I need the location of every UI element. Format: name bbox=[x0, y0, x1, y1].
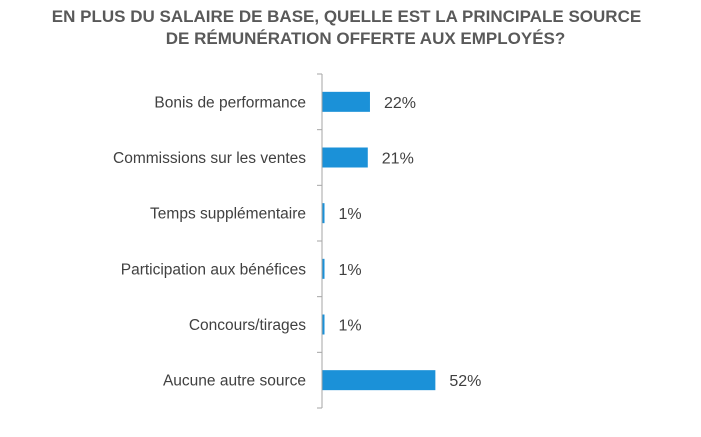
category-label: Aucune autre source bbox=[163, 373, 306, 390]
category-label: Participation aux bénéfices bbox=[121, 261, 307, 278]
bar bbox=[322, 370, 436, 391]
value-label: 1% bbox=[339, 318, 362, 335]
chart-title-line-2: DE RÉMUNÉRATION OFFERTE AUX EMPLOYÉS? bbox=[165, 29, 566, 48]
value-label: 22% bbox=[384, 95, 416, 112]
bar bbox=[322, 314, 325, 335]
bar bbox=[322, 258, 325, 279]
bar bbox=[322, 147, 368, 168]
value-label: 52% bbox=[449, 373, 481, 390]
value-label: 21% bbox=[382, 151, 414, 168]
category-label: Commissions sur les ventes bbox=[113, 150, 306, 167]
value-label: 1% bbox=[339, 262, 362, 279]
category-label: Bonis de performance bbox=[154, 94, 306, 111]
bar bbox=[322, 91, 370, 112]
labels-group: Bonis de performance 22% Commissions sur l… bbox=[113, 94, 481, 390]
value-label: 1% bbox=[339, 206, 362, 223]
category-label: Temps supplémentaire bbox=[150, 206, 306, 223]
bar bbox=[322, 203, 325, 224]
chart-title-line-1: EN PLUS DU SALAIRE DE BASE, QUELLE EST L… bbox=[51, 7, 642, 26]
category-label: Concours/tirages bbox=[189, 317, 306, 334]
chart-title: EN PLUS DU SALAIRE DE BASE, QUELLE EST L… bbox=[0, 6, 701, 50]
axis-group bbox=[317, 73, 323, 409]
bars-group bbox=[322, 91, 436, 391]
